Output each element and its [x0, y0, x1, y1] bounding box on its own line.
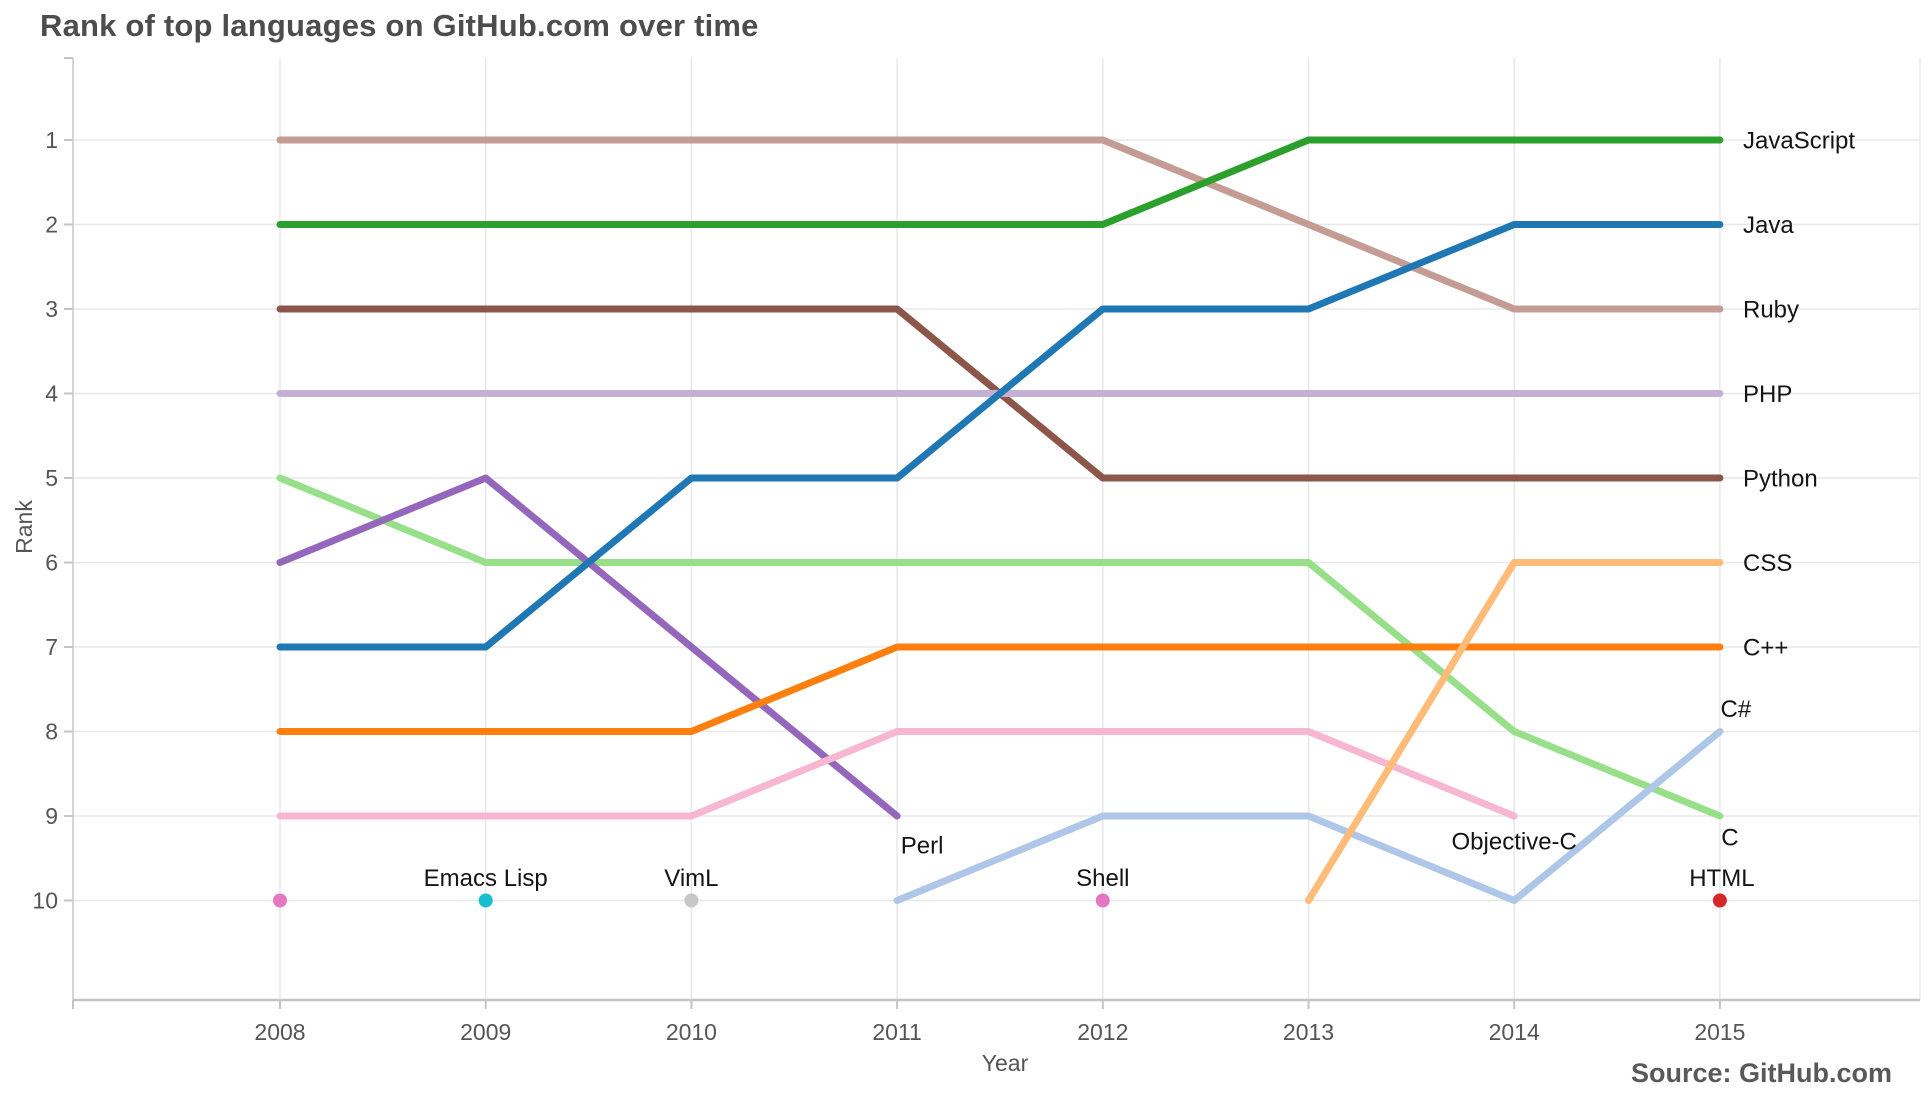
- series-label-c: C: [1721, 825, 1738, 852]
- series-label-objective-c: Objective-C: [1452, 829, 1577, 856]
- series-label-shell: Shell: [1076, 865, 1129, 892]
- series-label-emacs-lisp: Emacs Lisp: [424, 865, 548, 892]
- series-point-shell: [273, 893, 287, 908]
- series-point-html: [1712, 893, 1727, 908]
- y-tick-label: 6: [45, 550, 58, 576]
- y-tick-label: 2: [45, 212, 58, 238]
- series-line-cpp: [276, 643, 1724, 735]
- series-label-php: PHP: [1743, 381, 1792, 408]
- x-tick-label: 2010: [666, 1019, 717, 1045]
- series-point-emacs-lisp: [478, 893, 493, 908]
- x-axis-title: Year: [982, 1050, 1029, 1076]
- series-label-javascript: JavaScript: [1743, 128, 1855, 155]
- y-tick-label: 9: [45, 803, 58, 829]
- series-label-viml: VimL: [664, 865, 718, 892]
- series-label-perl: Perl: [901, 833, 944, 860]
- y-axis-title: Rank: [11, 500, 37, 554]
- series-line-javascript: [276, 136, 1724, 228]
- x-tick-label: 2013: [1283, 1019, 1334, 1045]
- series-point-viml: [684, 893, 699, 908]
- chart-title: Rank of top languages on GitHub.com over…: [40, 8, 759, 43]
- x-tick-label: 2011: [872, 1019, 921, 1045]
- source-credit: Source: GitHub.com: [1630, 1058, 1892, 1088]
- series-line-css: [1305, 559, 1724, 904]
- series-line-csharp: [893, 728, 1724, 904]
- series-point-shell: [1095, 893, 1110, 908]
- x-tick-label: 2009: [460, 1019, 511, 1045]
- series-label-html: HTML: [1689, 865, 1754, 892]
- x-tick-label: 2015: [1694, 1019, 1745, 1045]
- series-label-python: Python: [1743, 466, 1818, 493]
- x-tick-label: 2014: [1489, 1019, 1540, 1045]
- series-line-c: [276, 474, 1724, 820]
- y-tick-label: 8: [45, 719, 58, 745]
- series-label-csharp: C#: [1721, 696, 1752, 723]
- y-tick-label: 3: [45, 296, 58, 322]
- y-tick-label: 1: [45, 127, 58, 153]
- y-tick-label: 4: [45, 381, 58, 407]
- x-tick-label: 2008: [254, 1019, 305, 1045]
- series-line-java: [276, 221, 1724, 651]
- series-label-ruby: Ruby: [1743, 297, 1799, 324]
- series-label-java: Java: [1743, 212, 1794, 239]
- y-tick-label: 7: [45, 634, 58, 660]
- series-line-objective-c: [276, 728, 1518, 820]
- series-label-cpp: C++: [1743, 635, 1788, 662]
- y-tick-label: 10: [32, 888, 58, 914]
- y-tick-label: 5: [45, 465, 58, 491]
- x-tick-label: 2012: [1077, 1019, 1128, 1045]
- series-label-css: CSS: [1743, 550, 1792, 577]
- series-line-ruby: [276, 136, 1724, 313]
